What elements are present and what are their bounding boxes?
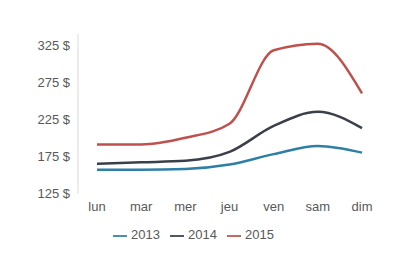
svg-text:325 $: 325 $ (37, 38, 70, 53)
svg-text:ven: ven (263, 199, 284, 214)
svg-text:175 $: 175 $ (37, 149, 70, 164)
html-text:2013: 2013 (131, 227, 160, 243)
svg-text:dim: dim (352, 199, 373, 214)
svg-text:sam: sam (306, 199, 331, 214)
svg-text:mer: mer (174, 199, 197, 214)
svg-text:jeu: jeu (220, 199, 238, 214)
svg-text:225 $: 225 $ (37, 112, 70, 127)
svg-text:lun: lun (88, 199, 105, 214)
html-text:2014: 2014 (188, 227, 217, 243)
svg-text:125 $: 125 $ (37, 186, 70, 201)
svg-text:275 $: 275 $ (37, 75, 70, 90)
html-text:2015: 2015 (245, 227, 274, 243)
svg-text:mar: mar (130, 199, 153, 214)
